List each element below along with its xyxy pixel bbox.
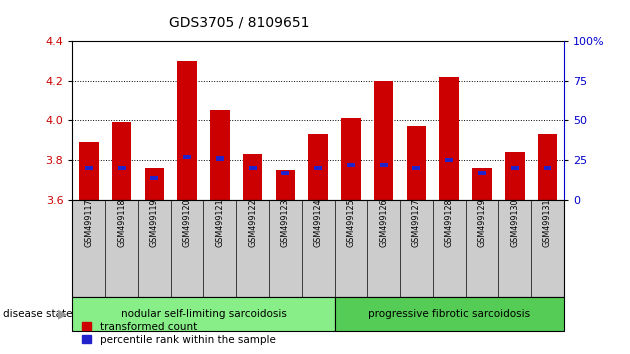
- Text: GSM499131: GSM499131: [543, 198, 552, 247]
- Text: GSM499120: GSM499120: [183, 198, 192, 247]
- Bar: [537, 134, 558, 200]
- Bar: [79, 142, 99, 200]
- Text: GSM499125: GSM499125: [346, 198, 355, 247]
- Text: ▶: ▶: [58, 308, 67, 321]
- Text: GSM499130: GSM499130: [510, 198, 519, 247]
- Bar: [335, 297, 564, 331]
- Text: nodular self-limiting sarcoidosis: nodular self-limiting sarcoidosis: [120, 309, 287, 319]
- Text: GSM499124: GSM499124: [314, 198, 323, 247]
- Text: disease state: disease state: [3, 309, 72, 319]
- Text: GSM499121: GSM499121: [215, 198, 224, 247]
- Bar: [243, 154, 263, 200]
- Text: GSM499129: GSM499129: [478, 198, 486, 247]
- Text: progressive fibrotic sarcoidosis: progressive fibrotic sarcoidosis: [368, 309, 530, 319]
- Text: GSM499122: GSM499122: [248, 198, 257, 247]
- Bar: [112, 122, 132, 200]
- Bar: [72, 297, 335, 331]
- Bar: [118, 166, 125, 170]
- Bar: [249, 166, 256, 170]
- Bar: [439, 76, 459, 200]
- Bar: [511, 166, 518, 170]
- Text: GSM499128: GSM499128: [445, 198, 454, 247]
- Text: GSM499126: GSM499126: [379, 198, 388, 247]
- Text: GSM499119: GSM499119: [150, 198, 159, 247]
- Text: GSM499117: GSM499117: [84, 198, 93, 247]
- Bar: [308, 134, 328, 200]
- Bar: [216, 156, 224, 161]
- Text: GSM499118: GSM499118: [117, 198, 126, 247]
- Bar: [85, 166, 93, 170]
- Bar: [341, 118, 361, 200]
- Bar: [374, 81, 394, 200]
- Text: GDS3705 / 8109651: GDS3705 / 8109651: [169, 16, 310, 30]
- Text: GSM499123: GSM499123: [281, 198, 290, 247]
- Bar: [380, 163, 387, 167]
- Bar: [177, 61, 197, 200]
- Bar: [347, 163, 355, 167]
- Bar: [472, 168, 492, 200]
- Bar: [275, 170, 295, 200]
- Bar: [413, 166, 420, 170]
- Bar: [314, 166, 322, 170]
- Bar: [406, 126, 427, 200]
- Bar: [183, 155, 191, 159]
- Bar: [144, 168, 164, 200]
- Bar: [478, 171, 486, 175]
- Bar: [282, 171, 289, 175]
- Bar: [210, 110, 230, 200]
- Bar: [445, 158, 453, 162]
- Bar: [505, 152, 525, 200]
- Text: GSM499127: GSM499127: [412, 198, 421, 247]
- Legend: transformed count, percentile rank within the sample: transformed count, percentile rank withi…: [77, 317, 280, 349]
- Bar: [151, 176, 158, 180]
- Bar: [544, 166, 551, 170]
